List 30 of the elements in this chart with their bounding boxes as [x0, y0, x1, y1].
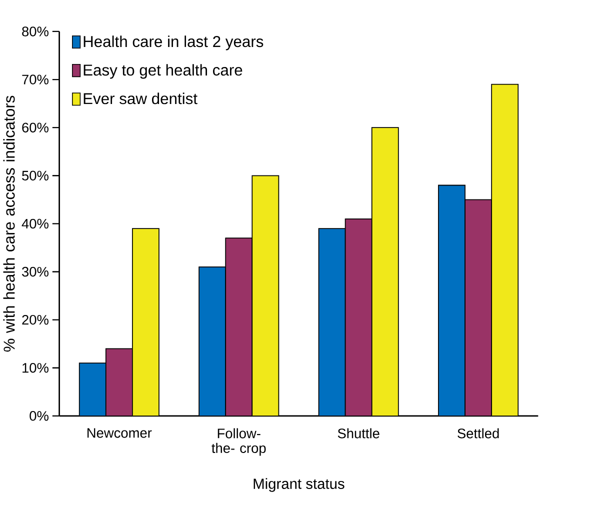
y-tick-label: 60%	[22, 122, 48, 132]
bar	[198, 266, 226, 416]
bar	[371, 126, 399, 416]
x-tick-label: Shuttle	[338, 428, 380, 438]
y-tick-label: 50%	[22, 170, 48, 180]
bar	[318, 228, 346, 416]
bar	[105, 348, 133, 416]
y-tick-label: 10%	[22, 362, 48, 373]
y-tick-label: 30%	[22, 266, 48, 276]
bar	[78, 362, 106, 416]
y-tick-label: 0%	[30, 410, 48, 421]
x-tick-label: Follow-the- crop	[212, 428, 266, 456]
x-tick-label: Newcomer	[88, 428, 152, 438]
bar	[438, 184, 466, 416]
legend-label: Health care in last 2 years	[84, 35, 264, 50]
y-tick-label: 40%	[22, 218, 48, 228]
bar	[132, 228, 160, 416]
bar	[344, 218, 372, 416]
bar	[464, 199, 492, 416]
y-tick-label: 20%	[22, 314, 48, 324]
legend-label: Ever saw dentist	[84, 92, 198, 104]
y-tick-label: 80%	[22, 26, 48, 36]
bar	[252, 175, 280, 416]
x-axis-title: Migrant status	[254, 478, 344, 492]
x-tick-label: Settled	[458, 428, 499, 438]
bar	[491, 84, 519, 416]
y-axis-title: % with health care access indicators	[3, 96, 15, 352]
legend-label: Easy to get health care	[84, 64, 242, 79]
y-tick-label: 70%	[22, 74, 48, 84]
bar	[225, 237, 253, 416]
